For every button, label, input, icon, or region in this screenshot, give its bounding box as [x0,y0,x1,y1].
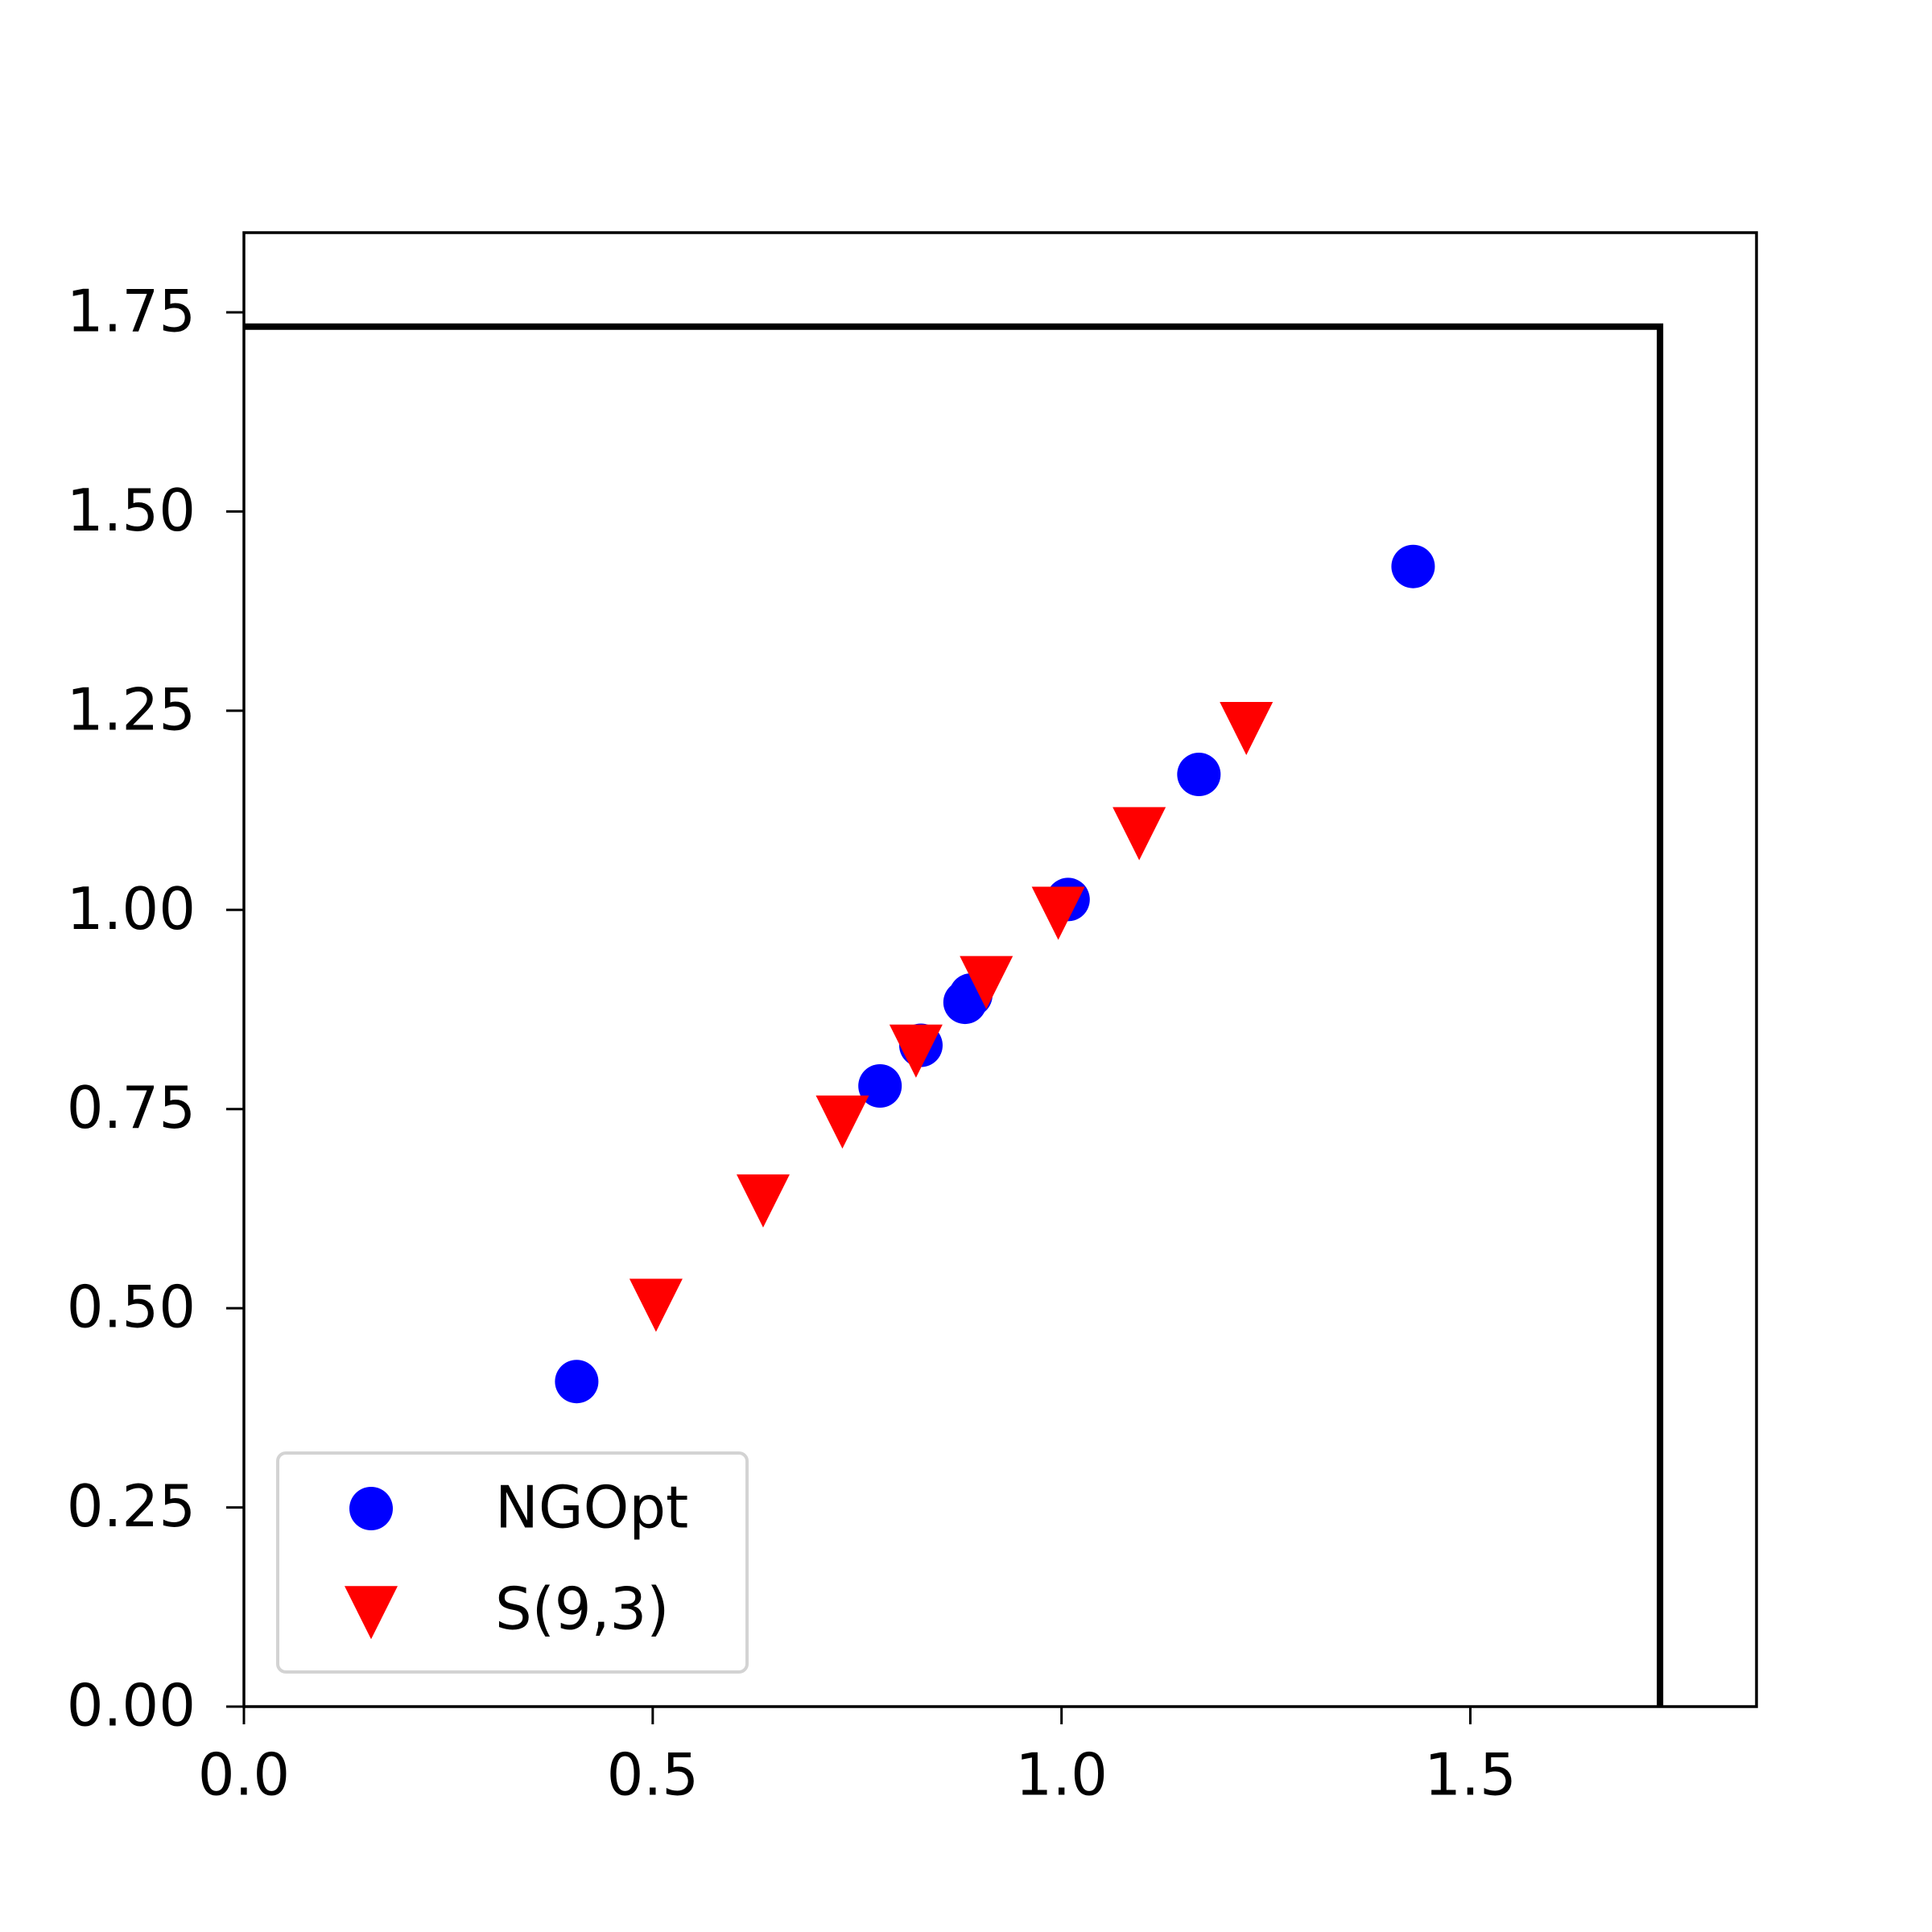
point [1113,807,1166,861]
boundary-line [244,323,1664,1707]
legend-marker [345,1586,398,1640]
point [1177,753,1221,797]
point [1391,544,1435,588]
point [629,1278,683,1332]
point [1220,701,1274,755]
y-tick-label: 1.25 [67,675,196,743]
legend-marker [349,1487,393,1530]
x-tick-label: 1.0 [1015,1741,1108,1809]
x-tick-label: 0.0 [198,1741,291,1809]
y-tick-label: 0.50 [67,1274,196,1341]
y-tick-label: 1.75 [67,277,196,345]
legend-label: S(9,3) [495,1575,669,1643]
point [555,1360,599,1404]
y-tick-label: 0.25 [67,1472,196,1540]
point [960,956,1013,1009]
x-tick-label: 1.5 [1424,1741,1517,1809]
y-tick-label: 1.00 [67,875,196,943]
point [736,1174,790,1228]
legend-box [276,1451,749,1674]
y-tick-label: 1.50 [67,477,196,544]
point [889,1024,943,1078]
x-tick-label: 0.5 [607,1741,700,1809]
point [858,1064,902,1108]
y-tick-label: 0.75 [67,1074,196,1141]
y-tick-label: 0.00 [67,1672,196,1740]
point [815,1095,869,1149]
plot-frame [242,231,1758,1708]
point [1031,886,1085,940]
legend-label: NGOpt [495,1474,688,1542]
